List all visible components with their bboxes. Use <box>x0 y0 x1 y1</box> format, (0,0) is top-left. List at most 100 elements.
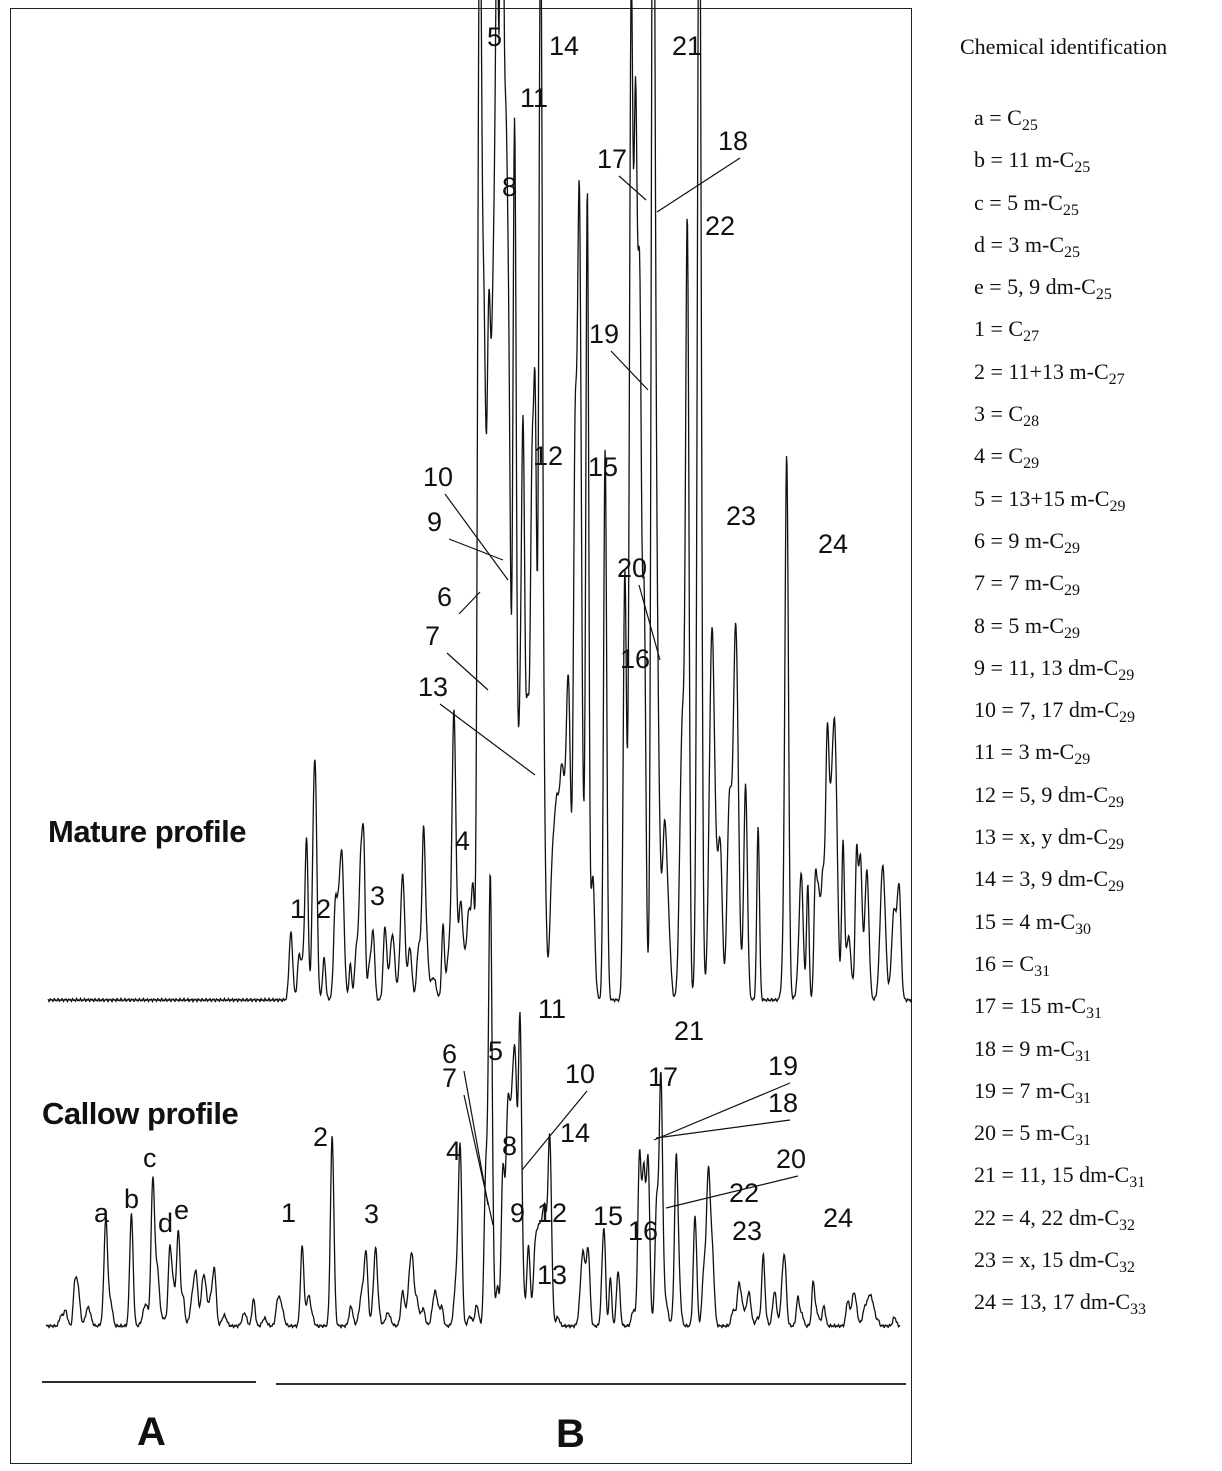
legend-item: 11 = 3 m-C29 <box>974 731 1218 773</box>
legend-item: c = 5 m-C25 <box>974 182 1218 224</box>
legend-item-text: 17 = 15 m- <box>974 993 1072 1019</box>
chemical-identification-legend: Chemical identification a = C25 b = 11 m-… <box>960 34 1218 1324</box>
legend-item-subscript: 27 <box>1023 328 1040 346</box>
legend-item: e = 5, 9 dm-C25 <box>974 266 1218 308</box>
legend-item: 9 = 11, 13 dm-C29 <box>974 647 1218 689</box>
legend-item: 19 = 7 m-C31 <box>974 1070 1218 1112</box>
legend-item: 8 = 5 m-C29 <box>974 605 1218 647</box>
callow-peak-label: 24 <box>823 1203 853 1233</box>
legend-item-subscript: 25 <box>1064 243 1081 261</box>
legend-item-formula: C <box>1008 443 1024 469</box>
legend-item-text: 14 = 3, 9 dm- <box>974 866 1094 892</box>
callow-peak-label: 17 <box>648 1062 678 1092</box>
legend-item-formula: C <box>1093 866 1109 892</box>
mature-peak-leader <box>439 703 536 776</box>
legend-item-text: 13 = x, y dm- <box>974 824 1094 850</box>
legend-item-text: 22 = 4, 22 dm- <box>974 1204 1105 1230</box>
legend-item-text: 23 = x, 15 dm- <box>974 1247 1105 1273</box>
legend-item-text: 15 = 4 m- <box>974 908 1061 934</box>
legend-item-text: e = 5, 9 dm- <box>974 274 1082 300</box>
legend-item: 6 = 9 m-C29 <box>974 520 1218 562</box>
figure-frame <box>10 8 912 1464</box>
callow-peak-label: 10 <box>565 1059 595 1089</box>
legend-item-subscript: 31 <box>1129 1174 1146 1192</box>
mature-peak-label: 4 <box>455 826 470 856</box>
legend-item-subscript: 29 <box>1108 793 1125 811</box>
legend-item-subscript: 31 <box>1075 1089 1092 1107</box>
callow-peak-leader <box>521 1090 588 1171</box>
legend-item-text: a = <box>974 105 1008 130</box>
legend-item-subscript: 29 <box>1108 836 1125 854</box>
mature-peak-label: 5 <box>487 22 502 52</box>
legend-item-text: 8 = 5 m- <box>974 612 1050 638</box>
legend-item-subscript: 29 <box>1119 709 1136 727</box>
legend-item-text: 10 = 7, 17 dm- <box>974 697 1105 723</box>
callow-peak-label: 20 <box>776 1144 806 1174</box>
legend-item-text: 19 = 7 m- <box>974 1077 1061 1103</box>
legend-item-subscript: 29 <box>1064 539 1081 557</box>
callow-profile-label: Callow profile <box>42 1096 239 1131</box>
legend-item: d = 3 m-C25 <box>974 224 1218 266</box>
legend-item-formula: C <box>1049 527 1065 553</box>
legend-item-text: 6 = 9 m- <box>974 527 1050 553</box>
legend-item-subscript: 25 <box>1062 201 1079 219</box>
legend-item-formula: C <box>1081 274 1096 300</box>
mature-peak-label: 14 <box>549 31 579 61</box>
callow-peak-label: e <box>174 1195 189 1225</box>
mature-peak-label: 24 <box>818 529 848 559</box>
legend-item-formula: C <box>1104 1204 1120 1230</box>
legend-item-text: 7 = 7 m- <box>974 570 1050 596</box>
callow-peak-label: b <box>124 1184 139 1214</box>
chromatogram-chart: 1 2 3456789101112131415161718192021222324 … <box>42 0 912 1456</box>
callow-peak-label: 23 <box>732 1216 762 1246</box>
legend-item: a = C25 <box>974 97 1218 139</box>
legend-item: 10 = 7, 17 dm-C29 <box>974 689 1218 731</box>
legend-item-formula: C <box>1048 189 1063 215</box>
mature-peak-label: 2 <box>316 894 331 924</box>
legend-item: 24 = 13, 17 dm-C33 <box>974 1281 1218 1323</box>
section-a-label: A <box>137 1410 166 1454</box>
legend-item: 4 = C29 <box>974 435 1218 477</box>
legend-item-subscript: 29 <box>1023 455 1040 473</box>
mature-peak-label: 3 <box>370 881 385 911</box>
legend-item-formula: C <box>1007 105 1022 130</box>
callow-peak-label: 1 <box>281 1198 296 1228</box>
mature-peak-label: 15 <box>588 452 618 482</box>
legend-item: 3 = C28 <box>974 393 1218 435</box>
legend-item-text: 18 = 9 m- <box>974 1035 1061 1061</box>
legend-item-text: 20 = 5 m- <box>974 1120 1061 1146</box>
legend-item: 20 = 5 m-C31 <box>974 1112 1218 1154</box>
callow-peak-leader <box>665 1175 799 1209</box>
callow-peak-label: a <box>94 1198 110 1228</box>
legend-item: 22 = 4, 22 dm-C32 <box>974 1197 1218 1239</box>
legend-item-text: 9 = 11, 13 dm- <box>974 654 1104 680</box>
legend-item-formula: C <box>1060 1120 1076 1146</box>
legend-item-subscript: 31 <box>1075 1047 1092 1065</box>
legend-item-formula: C <box>1060 1077 1076 1103</box>
callow-peak-label: 16 <box>628 1216 658 1246</box>
legend-item-text: 1 = <box>974 316 1009 342</box>
callow-peak-label: 9 <box>510 1198 525 1228</box>
legend-item-subscript: 25 <box>1095 286 1112 304</box>
callow-trace-line <box>45 873 901 1330</box>
callow-peak-label: 13 <box>537 1260 567 1290</box>
mature-peak-leader <box>446 652 489 691</box>
callow-peak-label: d <box>158 1208 173 1238</box>
mature-peak-leader <box>448 538 504 561</box>
mature-peak-leader <box>458 591 481 615</box>
mature-peak-label: 19 <box>589 319 619 349</box>
legend-item-text: d = 3 m- <box>974 231 1050 257</box>
callow-peak-label: 21 <box>674 1016 704 1046</box>
legend-item-subscript: 29 <box>1108 878 1125 896</box>
legend-item-formula: C <box>1019 950 1035 976</box>
mature-peak-label: 6 <box>437 582 452 612</box>
callow-peak-label: 5 <box>488 1036 503 1066</box>
mature-peak-leader <box>444 493 509 581</box>
legend-item: 15 = 4 m-C30 <box>974 901 1218 943</box>
legend-item-formula: C <box>1103 654 1119 680</box>
legend-item-subscript: 25 <box>1074 159 1091 177</box>
mature-peak-leader <box>656 157 741 213</box>
callow-peak-label: 4 <box>446 1136 461 1166</box>
legend-item-subscript: 31 <box>1086 1005 1103 1023</box>
legend-item-subscript: 30 <box>1075 920 1092 938</box>
